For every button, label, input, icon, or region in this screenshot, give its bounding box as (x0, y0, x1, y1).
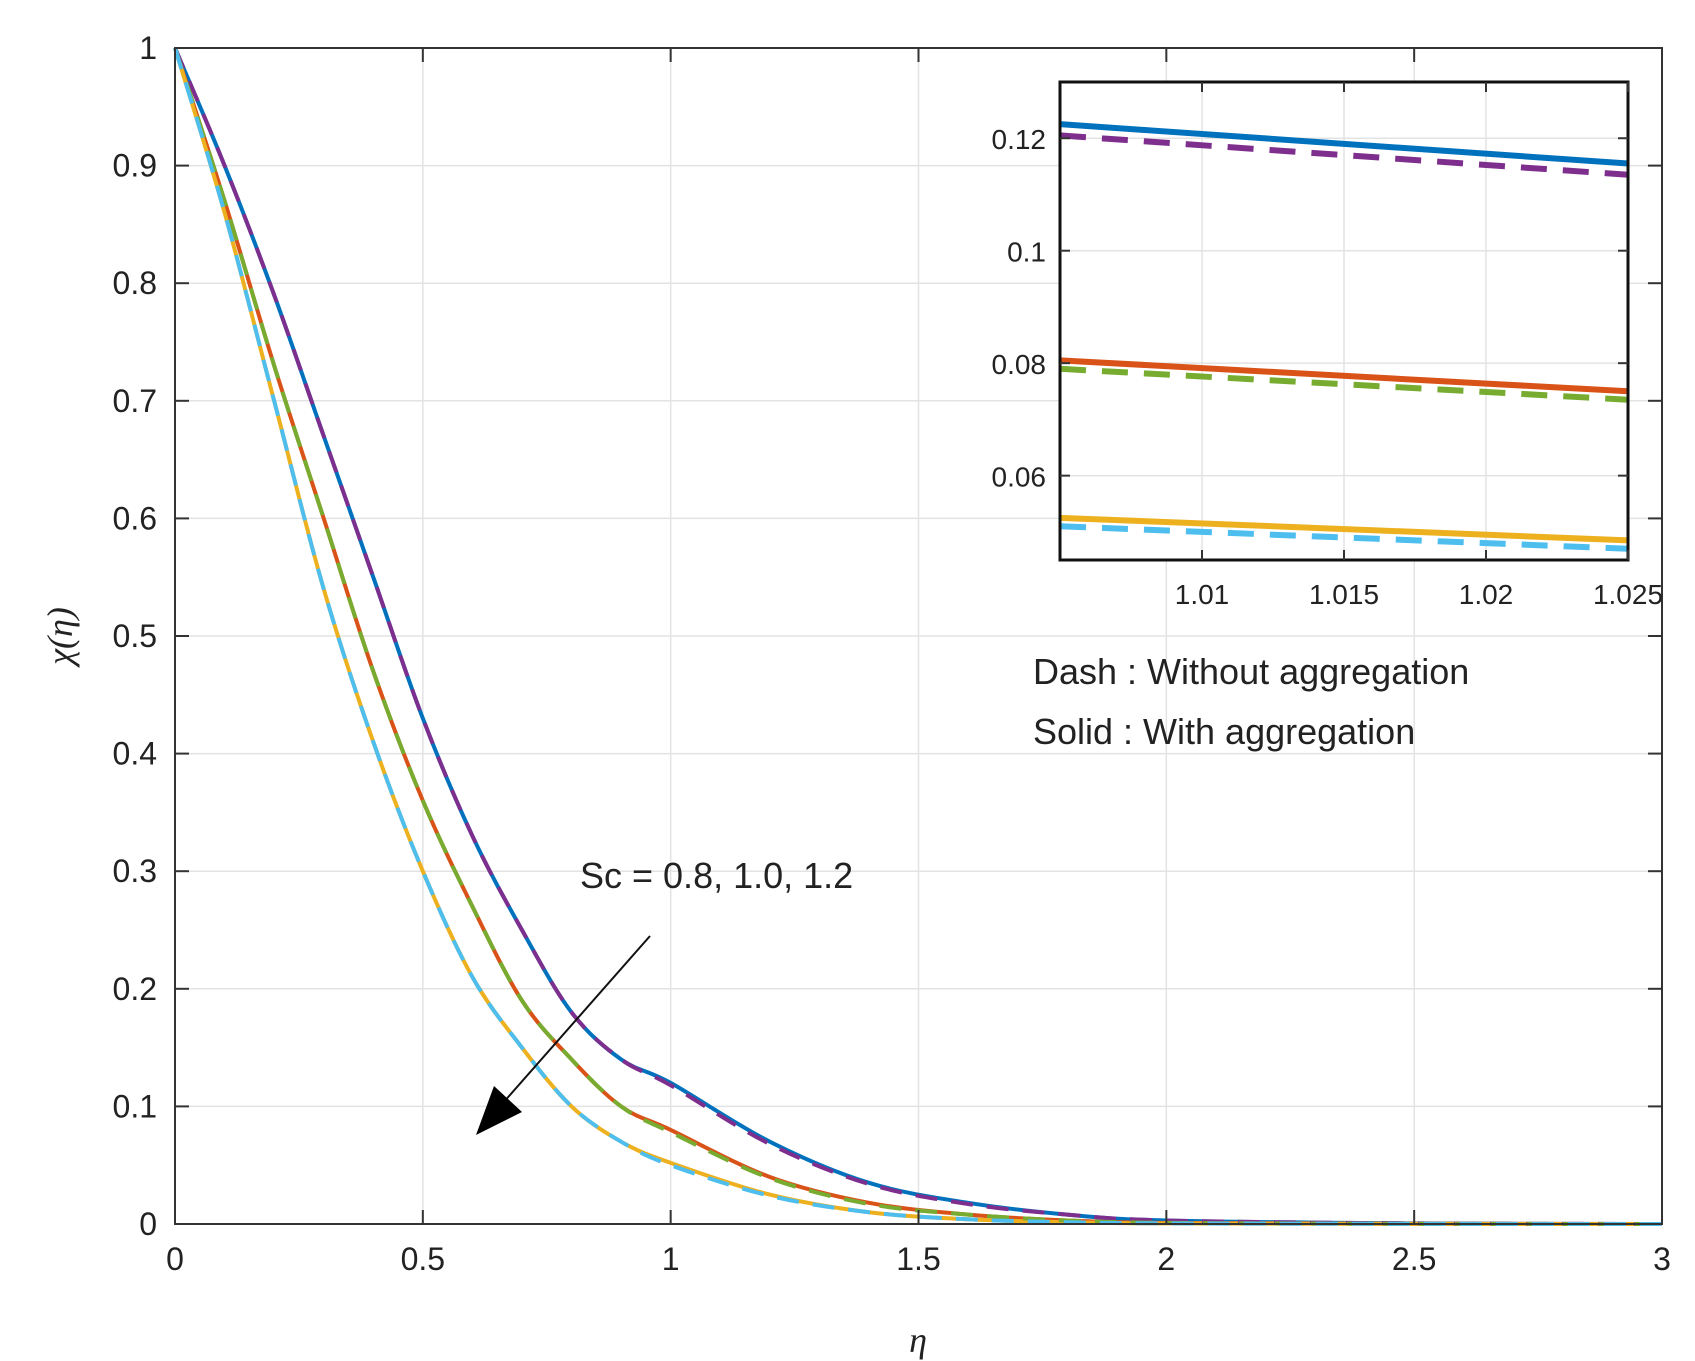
inset-x-tick-label: 1.01 (1175, 579, 1230, 610)
main-series-line (173, 47, 1663, 1226)
inset-y-tick-label: 0.12 (992, 124, 1047, 155)
main-y-tick-label: 0.3 (113, 853, 157, 889)
inset-x-tick-label: 1.015 (1309, 579, 1379, 610)
inset-series-line (1059, 357, 1629, 395)
inset-series-line (1059, 514, 1629, 544)
main-y-tick-label: 1 (139, 30, 157, 66)
inset-ticks: 1.01 1.015 1.02 1.025 0.06 0.08 0.1 0.12 (992, 82, 1663, 610)
main-y-tick-label: 0.2 (113, 971, 157, 1007)
main-y-tick-label: 0.5 (113, 618, 157, 654)
inset-series-line (1059, 365, 1629, 403)
solid-note: Solid : With aggregation (1033, 711, 1415, 752)
sc-arrow-head (476, 1086, 522, 1135)
main-y-tick-label: 0.9 (113, 148, 157, 184)
main-x-tick-label: 1 (662, 1241, 680, 1277)
main-x-tick-label: 1.5 (896, 1241, 940, 1277)
main-x-tick-label: 3 (1653, 1241, 1671, 1277)
dash-note: Dash : Without aggregation (1033, 651, 1469, 692)
sc-arrow-shaft (487, 935, 651, 1121)
y-axis-label: χ(η) (40, 607, 80, 668)
main-y-tick-label: 0.1 (113, 1088, 157, 1124)
inset-x-tick-label: 1.02 (1459, 579, 1514, 610)
inset-x-tick-label: 1.025 (1593, 579, 1663, 610)
inset-series-line (1059, 523, 1629, 552)
main-x-tick-label: 2.5 (1392, 1241, 1436, 1277)
inset-y-tick-label: 0.06 (992, 462, 1047, 493)
sc-annotation: Sc = 0.8, 1.0, 1.2 (580, 855, 853, 896)
main-y-tick-label: 0.8 (113, 265, 157, 301)
main-y-tick-label: 0.7 (113, 383, 157, 419)
x-axis-label: η (909, 1320, 927, 1360)
main-y-tick-label: 0.4 (113, 736, 157, 772)
inset-y-tick-label: 0.08 (992, 349, 1047, 380)
main-ticks: 0 0.5 1 1.5 2 2.5 3 0 0.1 0.2 0.3 0.4 0.5 0.6 0.7 0.8 0.… (113, 30, 1671, 1277)
main-x-tick-label: 0.5 (401, 1241, 445, 1277)
main-x-tick-label: 2 (1157, 1241, 1175, 1277)
inset-series-line (1059, 121, 1629, 167)
main-y-tick-label: 0 (139, 1206, 157, 1242)
main-x-tick-label: 0 (166, 1241, 184, 1277)
inset-series-line (1059, 132, 1629, 178)
main-y-tick-label: 0.6 (113, 500, 157, 536)
inset-y-tick-label: 0.1 (1007, 237, 1046, 268)
inset-series (1059, 121, 1629, 552)
